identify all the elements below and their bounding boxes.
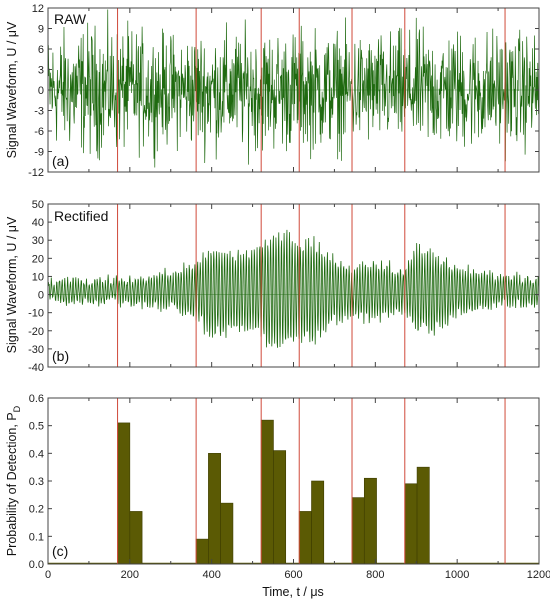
y-tick-label: 10	[32, 271, 44, 283]
x-tick-label: 0	[45, 569, 51, 581]
y-tick-label: 0	[38, 85, 44, 97]
y-tick-label: 9	[38, 24, 44, 36]
probability-bar	[273, 450, 287, 565]
y-tick-label: 0.2	[29, 504, 44, 516]
waveform-line	[47, 9, 540, 168]
panel-a-y-axis-label: Signal Waveform, U / μV	[5, 21, 19, 158]
panel-c-y-axis-label-main: Probability of Detection, P	[5, 412, 19, 556]
y-tick-label: 0	[38, 290, 44, 302]
panel-a-x-ticks	[47, 8, 540, 172]
panel-c-detection: 0.0 0.1 0.2 0.3 0.4 0.5 0.6 0 200 400 600 800 1000 1…	[5, 393, 550, 599]
panel-a-waveform	[47, 9, 540, 168]
probability-bar	[129, 511, 143, 565]
probability-bar	[195, 538, 209, 565]
panel-b-tag: (b)	[52, 348, 69, 364]
y-tick-label: 30	[32, 235, 44, 247]
y-tick-label: 3	[38, 65, 44, 77]
y-tick-label: 0.5	[29, 421, 44, 433]
y-tick-label: -10	[28, 308, 44, 320]
panel-b-annotation: Rectified	[54, 208, 108, 224]
y-tick-label: -9	[34, 147, 44, 159]
panel-a-annotation: RAW	[54, 11, 87, 27]
panel-c-y-axis-label: Probability of Detection, PD	[5, 405, 22, 556]
panel-a-tag: (a)	[52, 153, 69, 169]
probability-bar	[208, 453, 221, 565]
panel-c-y-axis-label-subscript: D	[12, 405, 22, 412]
probability-bar	[220, 502, 234, 565]
y-tick-label: 50	[32, 199, 44, 211]
panel-c-y-ticks: 0.0 0.1 0.2 0.3 0.4 0.5 0.6	[29, 393, 539, 571]
panel-c-x-axis-label: Time, t / μs	[262, 585, 324, 599]
panel-b-y-axis-label: Signal Waveform, U / μV	[5, 216, 19, 353]
y-tick-label: 0.3	[29, 476, 44, 488]
x-tick-label: 1000	[445, 569, 469, 581]
y-tick-label: -3	[34, 106, 44, 118]
y-tick-label: 0.1	[29, 531, 44, 543]
panel-a-raw: 12 9 6 3 0 -3 -6 -9 -12 RAW (a) Signal Waveform,…	[5, 3, 540, 179]
panel-b-frame	[47, 203, 540, 368]
panel-b-y-ticks: 50 40 30 20 10 0 -10 -20 -30 -40	[28, 199, 539, 374]
x-tick-label: 800	[366, 569, 384, 581]
probability-bar	[363, 477, 377, 565]
panel-a-y-ticks: 12 9 6 3 0 -3 -6 -9 -12	[28, 3, 539, 179]
y-tick-label: -20	[28, 326, 44, 338]
x-tick-label: 600	[284, 569, 302, 581]
probability-bar	[298, 511, 312, 565]
probability-bar	[311, 480, 325, 565]
panel-b-rectified: 50 40 30 20 10 0 -10 -20 -30 -40 Rectified (b) Si…	[5, 199, 540, 374]
y-tick-label: -6	[34, 126, 44, 138]
panel-c-x-ticks: 0 200 400 600 800 1000 1200	[45, 398, 550, 581]
panel-b-x-ticks	[47, 204, 540, 367]
panel-a-event-markers	[117, 8, 506, 172]
y-tick-label: -30	[28, 344, 44, 356]
panel-c-bars	[48, 419, 539, 565]
panel-c-tag: (c)	[52, 543, 68, 559]
y-tick-label: 0.6	[29, 393, 44, 405]
y-tick-label: -12	[28, 167, 44, 179]
x-tick-label: 1200	[527, 569, 550, 581]
y-tick-label: 12	[32, 3, 44, 15]
y-tick-label: 0.0	[29, 559, 44, 571]
probability-bar	[117, 422, 131, 565]
probability-bar	[404, 483, 418, 565]
probability-bar	[260, 419, 274, 565]
y-tick-label: 6	[38, 44, 44, 56]
panel-b-waveform	[47, 229, 540, 348]
y-tick-label: 20	[32, 253, 44, 265]
probability-bar	[416, 466, 430, 565]
panel-b-event-markers	[117, 204, 506, 367]
waveform-line	[47, 229, 540, 348]
x-tick-label: 400	[202, 569, 220, 581]
y-tick-label: 40	[32, 217, 44, 229]
probability-bar	[351, 497, 365, 565]
panel-c-event-markers	[117, 398, 506, 564]
x-tick-label: 200	[121, 569, 139, 581]
y-tick-label: 0.4	[29, 448, 44, 460]
y-tick-label: -40	[28, 362, 44, 374]
